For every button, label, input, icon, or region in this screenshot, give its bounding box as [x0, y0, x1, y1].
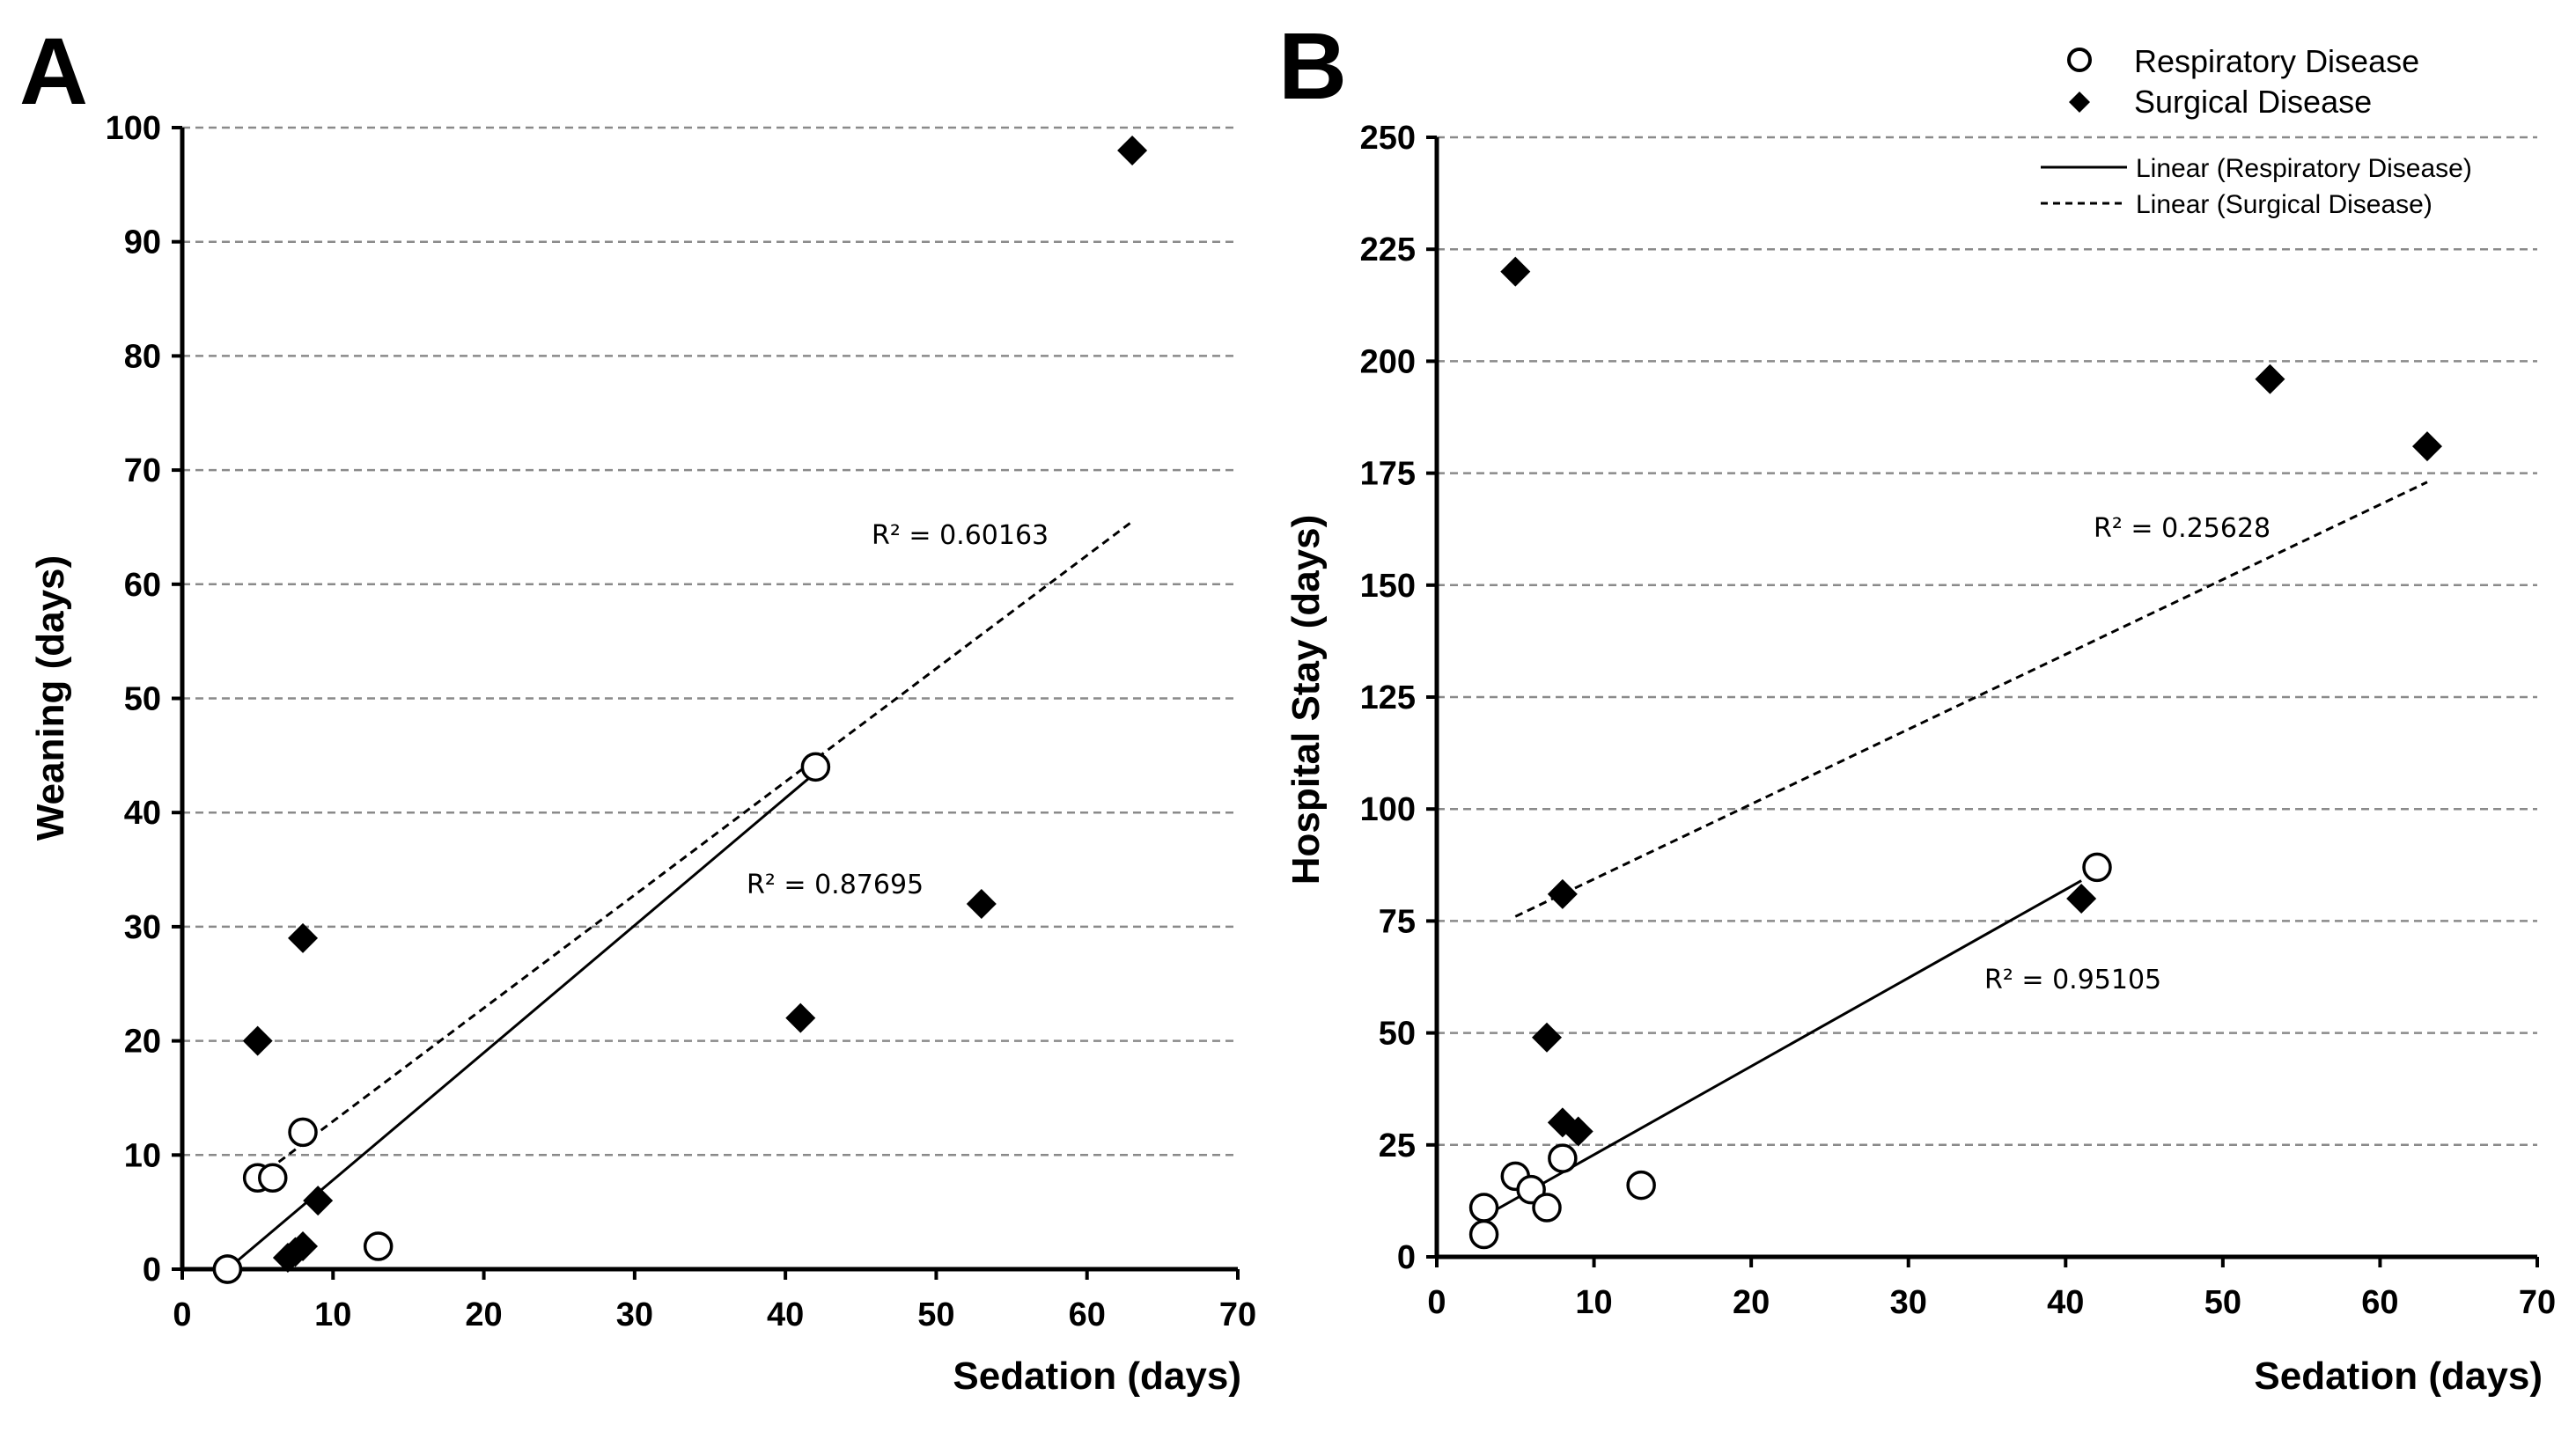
- y-tick-label-b-5: 125: [1360, 679, 1416, 716]
- panel-a-letter: A: [19, 18, 88, 124]
- y-tick-label-a-7: 70: [124, 452, 161, 489]
- point-b-surgical-4: [1563, 1116, 1593, 1147]
- legend-respiratory-label: Respiratory Disease: [2134, 43, 2419, 79]
- point-b-surgical-0: [1500, 256, 1531, 287]
- point-a-surgical-7: [966, 888, 997, 919]
- x-tick-label-a-4: 40: [767, 1296, 804, 1333]
- point-b-respiratory-6: [1626, 1170, 1656, 1201]
- legend-filled-diamond-icon: [2069, 92, 2090, 113]
- panel-b-trendlines: [1483, 481, 2428, 1218]
- panel-a-x-axis-title: Sedation (days): [953, 1355, 1241, 1398]
- x-tick-label-a-3: 30: [616, 1296, 653, 1333]
- trendline-b-surgical: [1514, 481, 2428, 918]
- panel-a-tick-labels: 0 10 20 30 40 50 60 70 80 90 100 0 10 20 30 40 50 60 70: [106, 110, 1257, 1333]
- y-tick-label-b-10: 250: [1360, 120, 1416, 157]
- legend-open-circle-icon: [2067, 48, 2092, 72]
- panel-a-y-axis-title: Weaning (days): [29, 555, 72, 841]
- point-a-surgical-0: [242, 1025, 273, 1056]
- panel-b-gridlines: [1437, 136, 2537, 1147]
- y-tick-label-a-3: 30: [124, 909, 161, 946]
- panel-a-data-points: [212, 135, 1148, 1284]
- x-tick-label-a-7: 70: [1219, 1296, 1256, 1333]
- y-tick-label-b-6: 150: [1360, 568, 1416, 605]
- point-b-respiratory-7: [2082, 852, 2112, 883]
- point-b-respiratory-1: [1468, 1193, 1499, 1223]
- panel-b: B 0 25 50 75 100 125 150 175 200 225 250 0 10 20 30 40 5…: [1278, 12, 2556, 1398]
- y-tick-label-a-6: 60: [124, 567, 161, 604]
- y-tick-label-a-0: 0: [143, 1252, 161, 1289]
- y-tick-label-b-0: 0: [1397, 1239, 1416, 1276]
- legend-linear-respiratory-label: Linear (Respiratory Disease): [2136, 154, 2472, 183]
- panel-a-axes: [172, 126, 1240, 1280]
- x-tick-label-a-5: 50: [917, 1296, 954, 1333]
- point-a-respiratory-1: [212, 1254, 243, 1284]
- point-a-surgical-5: [303, 1186, 334, 1216]
- point-b-surgical-5: [2066, 883, 2097, 914]
- y-tick-label-b-8: 200: [1360, 343, 1416, 380]
- point-a-surgical-6: [785, 1002, 816, 1033]
- x-tick-label-b-4: 40: [2047, 1284, 2084, 1321]
- y-tick-label-b-7: 175: [1360, 456, 1416, 493]
- x-tick-label-a-1: 10: [314, 1296, 351, 1333]
- x-tick-label-b-0: 0: [1427, 1284, 1446, 1321]
- trendline-a-surgical: [256, 520, 1134, 1179]
- point-b-respiratory-4: [1532, 1193, 1562, 1223]
- x-tick-label-a-0: 0: [173, 1296, 191, 1333]
- point-b-surgical-2: [1547, 878, 1578, 909]
- y-tick-label-b-3: 75: [1379, 903, 1416, 940]
- legend-linear-surgical-label: Linear (Surgical Disease): [2136, 190, 2432, 219]
- y-tick-label-b-4: 100: [1360, 791, 1416, 828]
- y-tick-label-b-1: 25: [1379, 1127, 1416, 1164]
- point-b-surgical-7: [2412, 431, 2442, 462]
- point-a-surgical-3: [288, 1231, 319, 1262]
- x-tick-label-b-2: 20: [1733, 1284, 1770, 1321]
- x-tick-label-b-3: 30: [1890, 1284, 1927, 1321]
- trendline-b-respiratory: [1483, 879, 2082, 1218]
- y-tick-label-b-2: 50: [1379, 1016, 1416, 1053]
- x-tick-label-b-5: 50: [2204, 1284, 2241, 1321]
- panel-b-tick-labels: 0 25 50 75 100 125 150 175 200 225 250 0 10 20 30 40 50 6…: [1360, 120, 2557, 1321]
- x-tick-label-a-6: 60: [1069, 1296, 1106, 1333]
- y-tick-label-a-9: 90: [124, 224, 161, 261]
- point-b-surgical-1: [1532, 1022, 1562, 1053]
- point-a-surgical-8: [1117, 135, 1148, 165]
- y-tick-label-a-10: 100: [106, 110, 161, 147]
- point-a-respiratory-6: [800, 752, 831, 782]
- point-b-respiratory-5: [1548, 1143, 1578, 1173]
- point-a-respiratory-3: [258, 1163, 288, 1193]
- point-a-respiratory-4: [288, 1117, 318, 1148]
- panel-b-surgical-r2-label: R² = 0.25628: [2094, 513, 2271, 544]
- x-tick-label-b-1: 10: [1575, 1284, 1612, 1321]
- panel-b-respiratory-r2-label: R² = 0.95105: [1984, 965, 2161, 995]
- y-tick-label-b-9: 225: [1360, 231, 1416, 268]
- legend-surgical-label: Surgical Disease: [2134, 84, 2372, 120]
- panel-a-surgical-r2-label: R² = 0.60163: [872, 520, 1049, 551]
- x-tick-label-a-2: 20: [465, 1296, 502, 1333]
- point-a-respiratory-5: [363, 1231, 394, 1261]
- panel-b-legend: Respiratory Disease Surgical Disease Lin…: [2041, 43, 2472, 219]
- trendline-a-respiratory: [226, 771, 817, 1271]
- panel-b-x-axis-title: Sedation (days): [2254, 1355, 2543, 1398]
- panel-a-respiratory-r2-label: R² = 0.87695: [747, 870, 924, 900]
- x-tick-label-b-7: 70: [2519, 1284, 2556, 1321]
- y-tick-label-a-8: 80: [124, 338, 161, 375]
- panel-b-data-points: [1468, 256, 2442, 1250]
- x-tick-label-b-6: 60: [2361, 1284, 2398, 1321]
- panel-b-axes: [1426, 136, 2539, 1267]
- panel-b-letter: B: [1278, 12, 1347, 119]
- panel-b-y-axis-title: Hospital Stay (days): [1284, 515, 1328, 885]
- y-tick-label-a-2: 20: [124, 1024, 161, 1061]
- y-tick-label-a-4: 40: [124, 795, 161, 832]
- panel-a-gridlines: [182, 126, 1238, 1157]
- y-tick-label-a-5: 50: [124, 681, 161, 718]
- panel-a-trendlines: [226, 520, 1134, 1271]
- point-b-respiratory-0: [1468, 1219, 1499, 1250]
- point-a-surgical-4: [288, 922, 319, 953]
- point-b-surgical-6: [2255, 364, 2285, 394]
- y-tick-label-a-1: 10: [124, 1137, 161, 1174]
